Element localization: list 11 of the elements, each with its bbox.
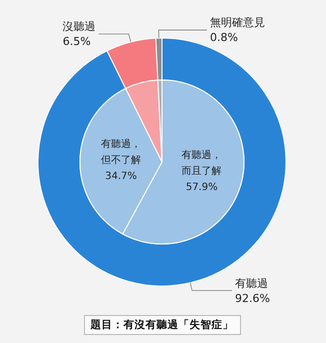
data-label: 0.8% (210, 30, 239, 46)
data-label: 34.7% (104, 170, 138, 184)
slice-label: 有聽過 (235, 276, 270, 291)
data-label: 6.5% (62, 34, 92, 49)
slice-label: 有聽過，而且了解 (180, 149, 223, 180)
slice-label: 有聽過，但不了解 (100, 138, 142, 168)
slice-label: 沒聽過 (62, 19, 96, 34)
data-label: 92.6% (235, 290, 270, 306)
text: 題目：有沒有聽過「失智症」 (84, 315, 240, 335)
data-label: 57.9% (184, 181, 219, 196)
slice-label: 無明確意見 (210, 15, 265, 30)
